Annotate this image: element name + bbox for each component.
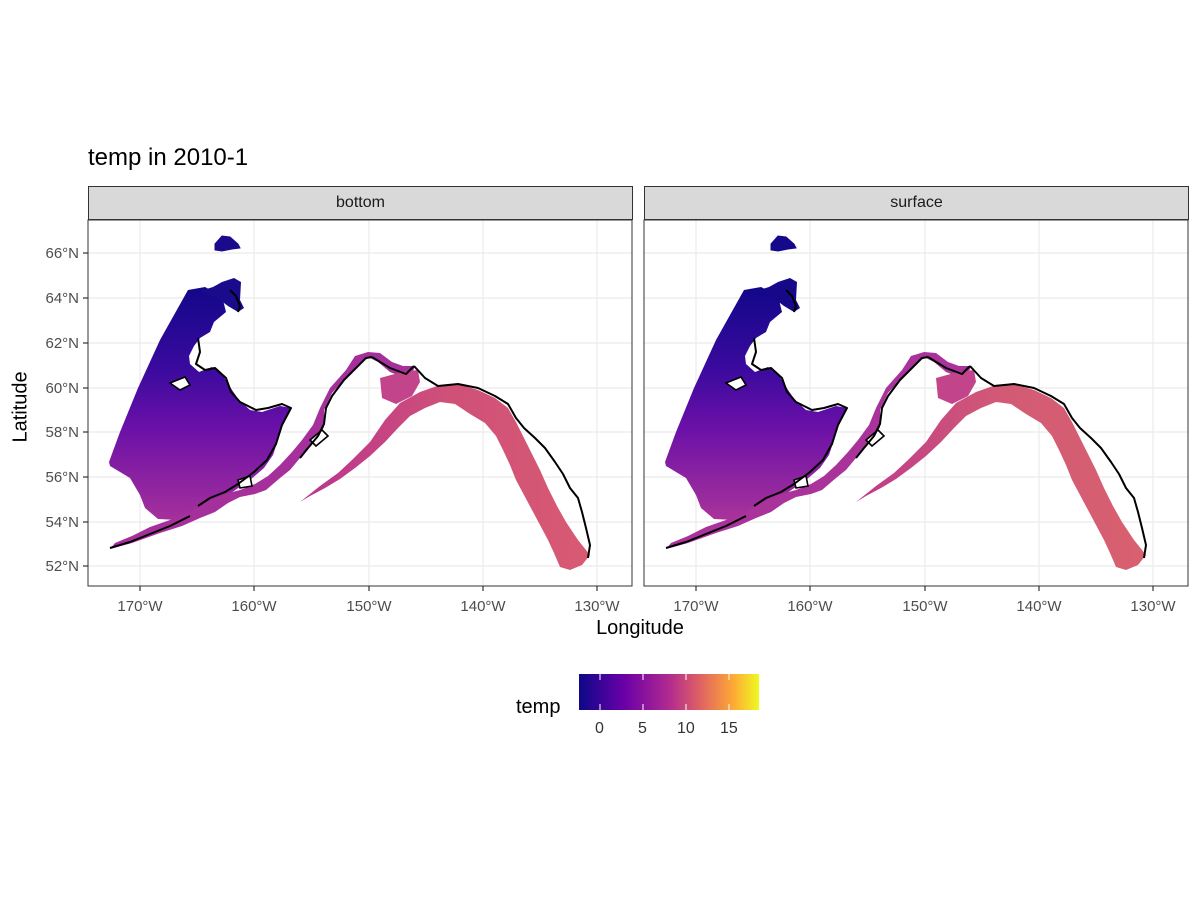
coastline-3 [969,365,1147,559]
gulf-center-temp-field [380,370,420,404]
north-region-temp-field [214,235,241,252]
coastline-1 [855,356,929,459]
island-outline-1 [308,428,330,448]
bering-sea-temp-field [109,287,291,520]
coastline-1 [299,356,373,459]
x-tick-label: 140°W [460,598,506,615]
gulf-center-temp-field [936,370,976,404]
y-axis: 66°N 64°N 62°N 60°N 58°N 56°N 54°N 52°N [45,245,88,575]
y-tick-label: 66°N [45,245,79,262]
legend-title: temp [516,696,561,718]
x-tick-label: 170°W [117,598,163,615]
y-tick-label: 54°N [45,514,79,531]
coastline-5 [109,515,191,549]
y-tick-label: 52°N [45,558,79,575]
island-outline-1 [864,428,886,448]
coastline-2 [371,356,415,375]
coastline-4 [229,289,241,313]
panel-border [87,219,633,587]
coastline-3 [413,365,591,559]
island-outline-0 [724,376,748,391]
x-tick-label: 150°W [346,598,392,615]
x-tick-label: 130°W [1130,598,1176,615]
y-axis-title: Latitude [9,371,32,443]
norton-sound-temp-field [200,278,244,312]
norton-sound-temp-field [756,278,800,312]
coastline-0 [195,337,292,507]
x-tick-label: 170°W [673,598,719,615]
gulf-of-alaska-temp-field [856,384,1146,570]
legend-label-15: 15 [720,720,738,737]
coastline-2 [927,356,971,375]
legend-label-10: 10 [677,720,695,737]
x-tick-label: 130°W [574,598,620,615]
legend-ticks [599,674,730,710]
coastline-5 [665,515,747,549]
island-outline-0 [168,376,192,391]
y-tick-label: 64°N [45,290,79,307]
north-region-temp-field [770,235,797,252]
panel-border [643,219,1189,587]
y-tick-label: 58°N [45,424,79,441]
x-axis-title: Longitude [596,617,684,639]
coastline-4 [785,289,797,313]
plot-title: temp in 2010-1 [88,144,249,171]
y-tick-label: 62°N [45,335,79,352]
x-tick-label: 140°W [1016,598,1062,615]
legend-label-5: 5 [638,720,647,737]
map-panel-bottom: 170°W 160°W 150°W 140°W 130°W [87,219,633,615]
map-panel-surface: 170°W 160°W 150°W 140°W 130°W [643,219,1189,615]
gulf-of-alaska-temp-field [300,384,590,570]
x-tick-label: 150°W [902,598,948,615]
y-tick-label: 60°N [45,380,79,397]
bering-sea-temp-field [665,287,847,520]
y-tick-label: 56°N [45,469,79,486]
x-tick-label: 160°W [231,598,277,615]
legend-colorbar [579,674,759,710]
coastline-0 [751,337,848,507]
x-tick-label: 160°W [787,598,833,615]
legend-label-0: 0 [595,720,604,737]
facet-strip-bottom: bottom [88,186,633,220]
